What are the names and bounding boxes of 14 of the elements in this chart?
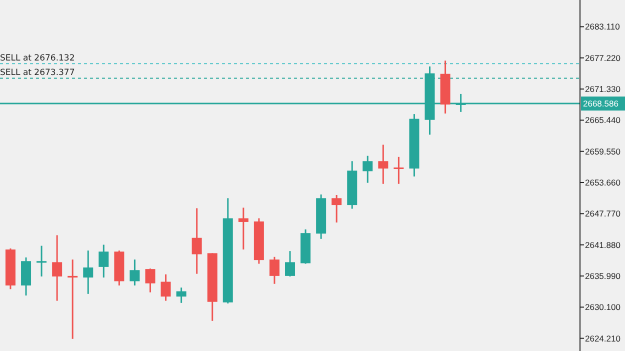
y-tick-label: 2665.440 bbox=[585, 115, 621, 126]
y-tick-label: 2635.990 bbox=[585, 270, 621, 281]
y-tick-label: 2624.210 bbox=[585, 333, 621, 344]
y-tick-label: 2653.660 bbox=[585, 177, 621, 188]
y-tick-label: 2659.550 bbox=[585, 146, 621, 156]
y-tick-label: 2677.220 bbox=[585, 52, 621, 63]
ref-line-label: 2668.586 bbox=[583, 98, 619, 109]
ref-line-label: SELL at 2673.377 bbox=[0, 68, 75, 78]
y-tick-label: 2641.880 bbox=[585, 240, 621, 250]
y-tick-label: 2683.110 bbox=[585, 22, 620, 32]
y-tick-label: 2647.770 bbox=[585, 208, 621, 219]
y-tick-label: 2671.330 bbox=[585, 84, 621, 94]
ref-line-label: SELL at 2676.132 bbox=[0, 54, 75, 64]
y-tick-label: 2630.100 bbox=[585, 302, 621, 312]
